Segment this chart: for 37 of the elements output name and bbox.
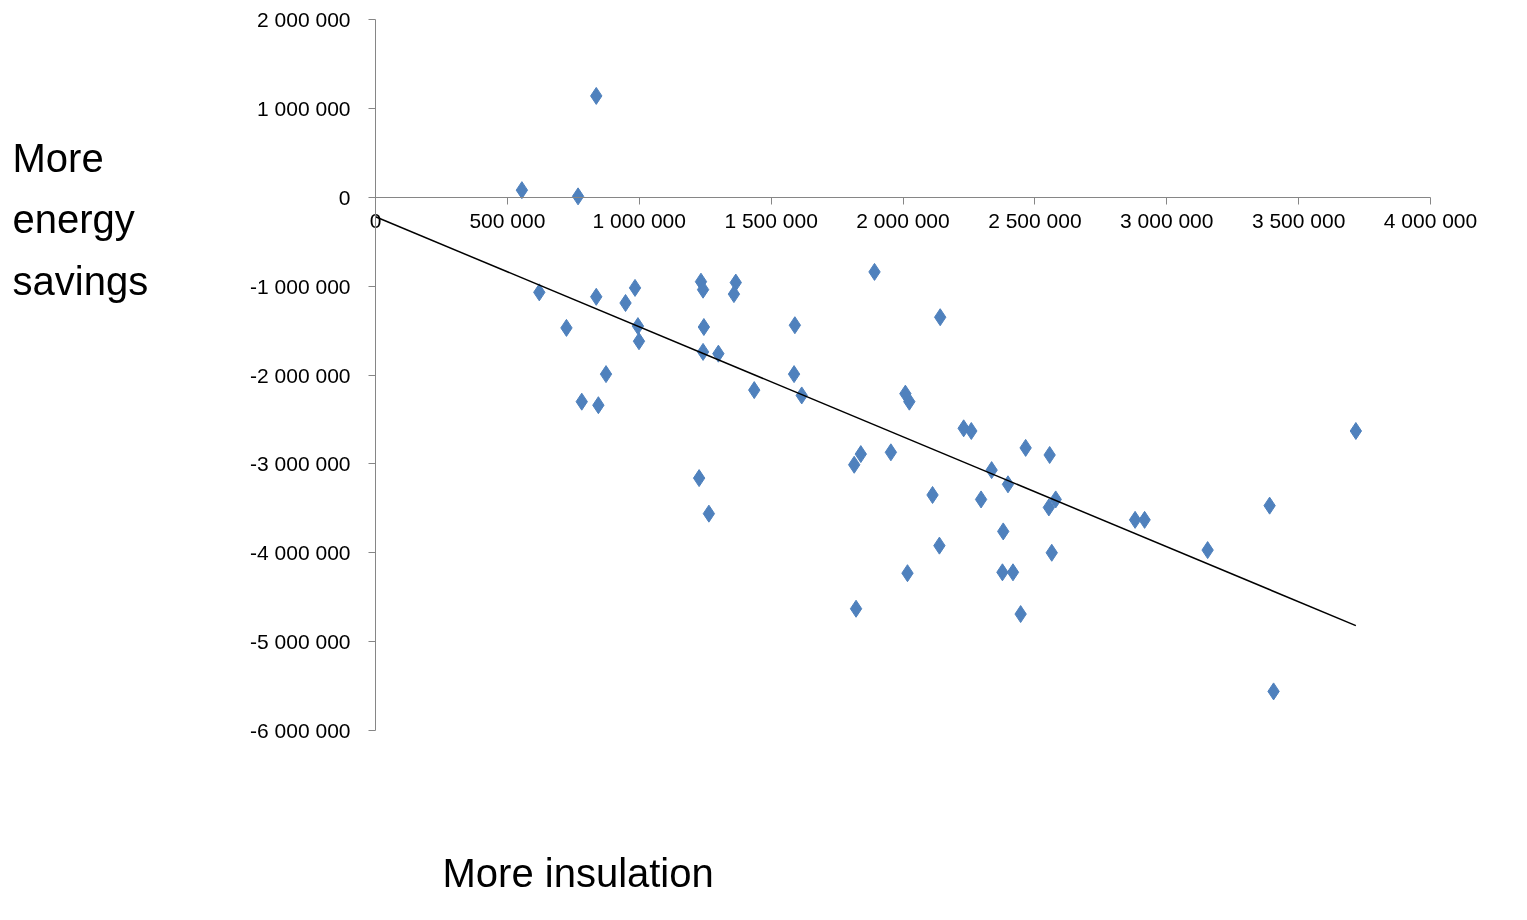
y-tick-label: -3 000 000 <box>250 452 351 476</box>
point <box>1349 421 1363 440</box>
point <box>692 469 706 488</box>
y-tick-label: -4 000 000 <box>250 541 351 565</box>
point <box>884 443 898 462</box>
x-tick-label: 2 500 000 <box>988 209 1082 233</box>
text: More insulation <box>442 850 714 895</box>
point <box>515 181 529 200</box>
text: More energy savings <box>12 135 149 303</box>
point <box>697 318 711 337</box>
y-tick-label: -6 000 000 <box>250 719 351 742</box>
y-tick-label: -5 000 000 <box>250 630 351 654</box>
point <box>632 332 646 351</box>
x-tick-label: 1 000 000 <box>592 209 686 233</box>
point <box>787 365 801 384</box>
point <box>1042 498 1056 517</box>
point <box>571 187 585 206</box>
point <box>599 365 613 384</box>
point <box>849 599 863 618</box>
x-tick-label: 2 000 000 <box>856 209 950 233</box>
x-tick-label: 3 500 000 <box>1251 209 1346 233</box>
point <box>1128 510 1142 529</box>
y-tick-label: 2 000 000 <box>257 8 351 31</box>
point <box>788 316 802 335</box>
x-tick-label: 500 000 <box>469 209 546 233</box>
point <box>1006 563 1020 582</box>
point <box>727 285 741 304</box>
point <box>974 490 988 509</box>
y-tick-label: 0 <box>338 185 351 209</box>
y-tick-label: -2 000 000 <box>250 363 351 387</box>
y-tick-label: -1 000 000 <box>250 274 351 298</box>
point <box>702 504 716 523</box>
x-tick-label: 1 500 000 <box>724 209 818 233</box>
x-tick-label: 3 000 000 <box>1120 209 1214 233</box>
y-tick-label: 1 000 000 <box>257 96 351 120</box>
point <box>628 278 642 297</box>
x-tick-label: 4 000 000 <box>1383 209 1478 233</box>
